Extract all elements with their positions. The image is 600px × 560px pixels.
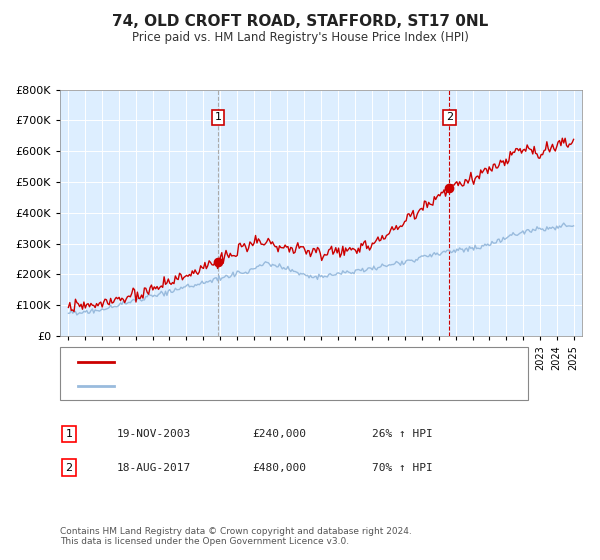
Text: 26% ↑ HPI: 26% ↑ HPI <box>372 429 433 439</box>
Text: 70% ↑ HPI: 70% ↑ HPI <box>372 463 433 473</box>
Text: 2: 2 <box>446 113 453 122</box>
Text: £480,000: £480,000 <box>252 463 306 473</box>
Text: £240,000: £240,000 <box>252 429 306 439</box>
Text: 18-AUG-2017: 18-AUG-2017 <box>117 463 191 473</box>
Text: Contains HM Land Registry data © Crown copyright and database right 2024.
This d: Contains HM Land Registry data © Crown c… <box>60 526 412 546</box>
Text: 1: 1 <box>214 113 221 122</box>
Text: 2: 2 <box>65 463 73 473</box>
Text: HPI: Average price, detached house, Stafford: HPI: Average price, detached house, Staf… <box>123 380 358 390</box>
Text: 74, OLD CROFT ROAD, STAFFORD, ST17 0NL (detached house): 74, OLD CROFT ROAD, STAFFORD, ST17 0NL (… <box>123 357 448 367</box>
Text: 74, OLD CROFT ROAD, STAFFORD, ST17 0NL: 74, OLD CROFT ROAD, STAFFORD, ST17 0NL <box>112 14 488 29</box>
Text: Price paid vs. HM Land Registry's House Price Index (HPI): Price paid vs. HM Land Registry's House … <box>131 31 469 44</box>
Text: 1: 1 <box>65 429 73 439</box>
Text: 19-NOV-2003: 19-NOV-2003 <box>117 429 191 439</box>
